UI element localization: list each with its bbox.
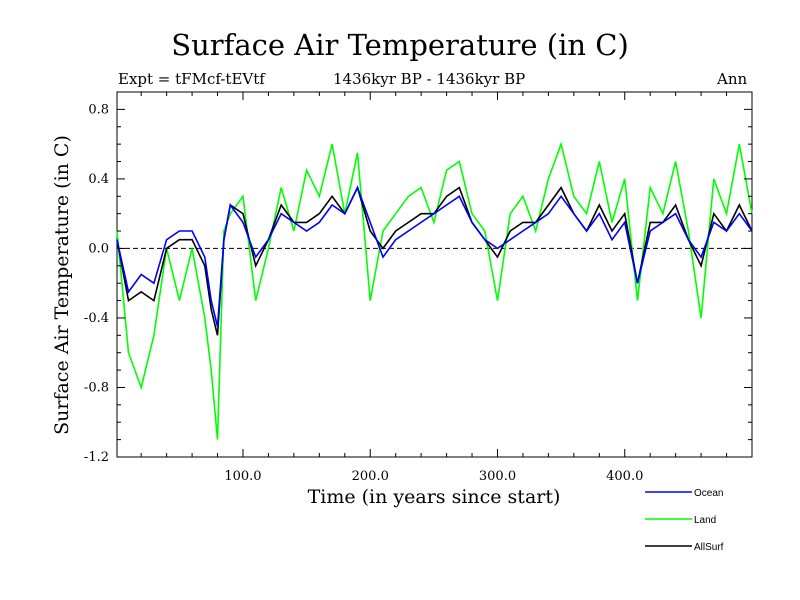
y-axis-title: Surface Air Temperature (in C) <box>51 135 73 435</box>
legend-label-allsurf: AllSurf <box>694 542 724 553</box>
legend-label-ocean: Ocean <box>694 488 723 499</box>
period-label: 1436kyr BP - 1436kyr BP <box>333 70 526 88</box>
legend-label-land: Land <box>694 515 716 526</box>
x-tick-label: 400.0 <box>606 469 643 484</box>
series-line-land <box>116 141 753 440</box>
tick-layer: 100.0 200.0 300.0 400.0 0.8 0.4 0.0 -0.4 -0.8 -1.… <box>84 91 752 484</box>
y-tick-label: -0.8 <box>84 380 109 395</box>
series-line-allsurf <box>116 185 753 336</box>
series-layer <box>116 141 753 440</box>
x-tick-label: 100.0 <box>224 469 261 484</box>
x-tick-label: 200.0 <box>352 469 389 484</box>
season-label: Ann <box>717 70 748 88</box>
y-tick-label: -1.2 <box>84 450 109 465</box>
legend: Ocean Land AllSurf <box>645 488 724 553</box>
y-tick-label: -0.4 <box>84 311 109 326</box>
x-axis-title: Time (in years since start) <box>308 486 561 508</box>
experiment-label: Expt = tFMcf-tEVtf <box>118 70 265 88</box>
y-tick-label: 0.8 <box>88 102 109 117</box>
series-line-ocean <box>116 185 753 327</box>
y-tick-label: 0.0 <box>88 241 109 256</box>
y-tick-label: 0.4 <box>88 172 109 187</box>
chart-title: Surface Air Temperature (in C) <box>171 28 629 62</box>
x-tick-label: 300.0 <box>479 469 516 484</box>
plot-frame <box>116 91 753 458</box>
